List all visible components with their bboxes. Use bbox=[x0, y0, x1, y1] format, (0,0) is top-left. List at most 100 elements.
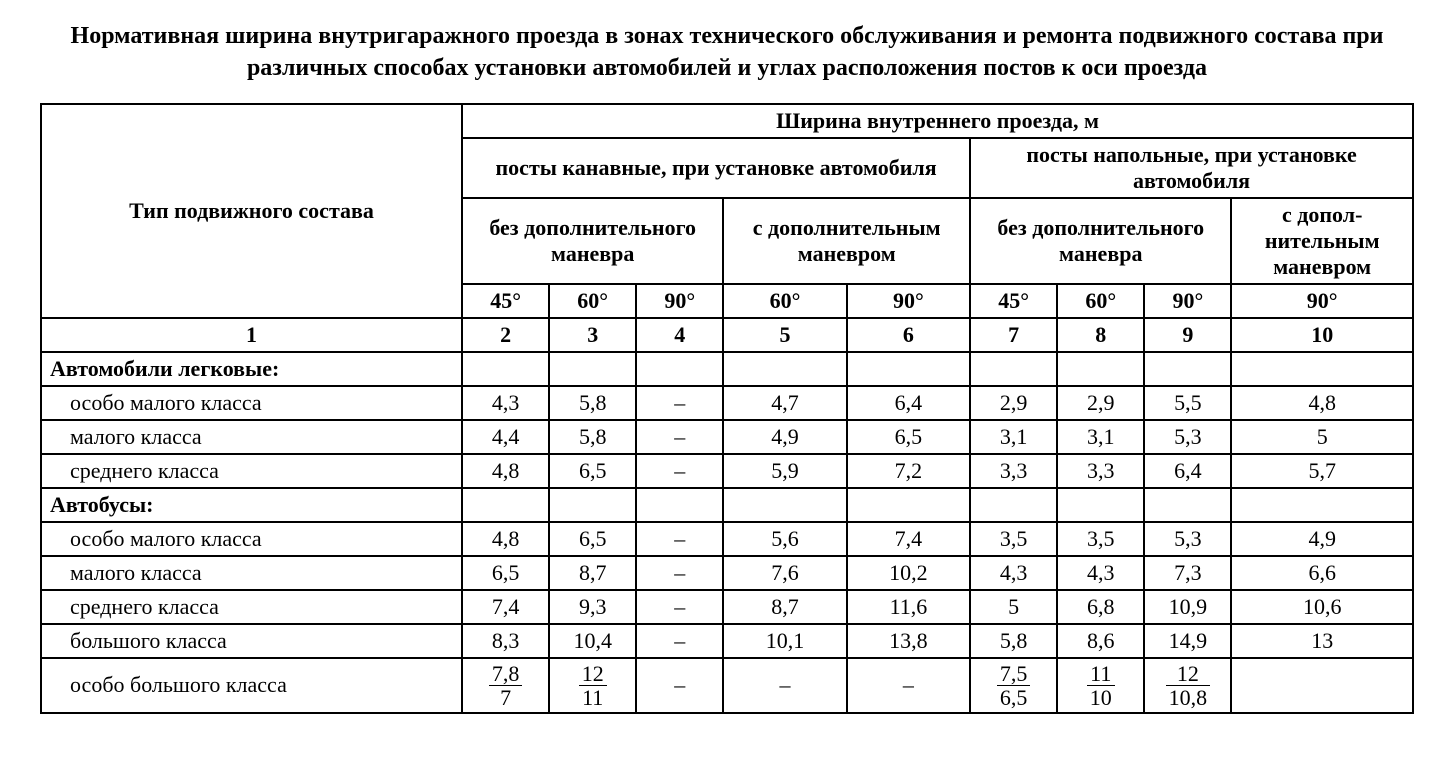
table-cell: 10,1 bbox=[723, 624, 846, 658]
table-cell: 5,9 bbox=[723, 454, 846, 488]
table-cell: 4,9 bbox=[1231, 522, 1413, 556]
table-cell bbox=[1231, 658, 1413, 713]
table-cell: 5,3 bbox=[1144, 420, 1231, 454]
th-a-no-maneuver: без дополнительного маневра bbox=[462, 198, 723, 284]
table-row: Автомобили легковые: bbox=[41, 352, 1413, 386]
table-cell: – bbox=[636, 386, 723, 420]
column-number: 10 bbox=[1231, 318, 1413, 352]
table-cell: 5 bbox=[1231, 420, 1413, 454]
table-cell: 3,3 bbox=[1057, 454, 1144, 488]
table-row: среднего класса7,49,3–8,711,656,810,910,… bbox=[41, 590, 1413, 624]
th-angle: 90° bbox=[1231, 284, 1413, 318]
th-angle: 60° bbox=[723, 284, 846, 318]
table-cell bbox=[847, 488, 970, 522]
table-cell: 3,5 bbox=[970, 522, 1057, 556]
row-category-label: Автобусы: bbox=[41, 488, 462, 522]
table-cell bbox=[970, 352, 1057, 386]
table-cell bbox=[1057, 488, 1144, 522]
table-cell: 8,7 bbox=[549, 556, 636, 590]
table-cell: 4,3 bbox=[1057, 556, 1144, 590]
table-cell: 7,6 bbox=[723, 556, 846, 590]
table-cell: 10,2 bbox=[847, 556, 970, 590]
table-row: среднего класса4,86,5–5,97,23,33,36,45,7 bbox=[41, 454, 1413, 488]
row-label: особо малого класса bbox=[41, 386, 462, 420]
th-b-with-maneuver: с допол­нительным маневром bbox=[1231, 198, 1413, 284]
table-cell: 4,7 bbox=[723, 386, 846, 420]
th-group-a: посты канавные, при установке автомобиля bbox=[462, 138, 970, 198]
table-cell: 7,87 bbox=[462, 658, 549, 713]
table-cell: 2,9 bbox=[970, 386, 1057, 420]
table-cell bbox=[1231, 352, 1413, 386]
table-cell: 6,5 bbox=[549, 454, 636, 488]
table-cell: 6,5 bbox=[462, 556, 549, 590]
table-cell bbox=[847, 352, 970, 386]
column-number: 2 bbox=[462, 318, 549, 352]
row-label: особо большого класса bbox=[41, 658, 462, 713]
th-super: Ширина внутреннего проезда, м bbox=[462, 104, 1413, 138]
th-angle: 90° bbox=[847, 284, 970, 318]
th-angle: 45° bbox=[970, 284, 1057, 318]
table-cell: 5,5 bbox=[1144, 386, 1231, 420]
row-label: малого класса bbox=[41, 420, 462, 454]
table-cell: 4,3 bbox=[970, 556, 1057, 590]
column-number: 8 bbox=[1057, 318, 1144, 352]
table-cell bbox=[970, 488, 1057, 522]
table-cell: – bbox=[636, 556, 723, 590]
th-angle: 45° bbox=[462, 284, 549, 318]
table-cell: 3,1 bbox=[970, 420, 1057, 454]
table-row: малого класса6,58,7–7,610,24,34,37,36,6 bbox=[41, 556, 1413, 590]
column-number: 4 bbox=[636, 318, 723, 352]
table-row: особо малого класса4,86,5–5,67,43,53,55,… bbox=[41, 522, 1413, 556]
row-category-label: Автомобили легковые: bbox=[41, 352, 462, 386]
table-cell: 2,9 bbox=[1057, 386, 1144, 420]
th-angle: 60° bbox=[1057, 284, 1144, 318]
table-row: особо большого класса7,871211–––7,56,511… bbox=[41, 658, 1413, 713]
table-cell: – bbox=[636, 420, 723, 454]
table-cell: 6,5 bbox=[847, 420, 970, 454]
table-cell bbox=[462, 352, 549, 386]
row-label: среднего класса bbox=[41, 590, 462, 624]
table-cell: 13 bbox=[1231, 624, 1413, 658]
table-row: Автобусы: bbox=[41, 488, 1413, 522]
table-cell: 7,56,5 bbox=[970, 658, 1057, 713]
table-cell: 5,3 bbox=[1144, 522, 1231, 556]
table-cell: 5,8 bbox=[970, 624, 1057, 658]
table-cell: 13,8 bbox=[847, 624, 970, 658]
th-b-no-maneuver: без дополнительного маневра bbox=[970, 198, 1231, 284]
row-label: особо малого класса bbox=[41, 522, 462, 556]
table-cell bbox=[549, 352, 636, 386]
column-number: 9 bbox=[1144, 318, 1231, 352]
table-cell: – bbox=[636, 624, 723, 658]
table-cell bbox=[723, 488, 846, 522]
table-cell: 5,7 bbox=[1231, 454, 1413, 488]
table-cell: 10,4 bbox=[549, 624, 636, 658]
table-cell bbox=[462, 488, 549, 522]
table-cell: 10,6 bbox=[1231, 590, 1413, 624]
table-cell: 9,3 bbox=[549, 590, 636, 624]
table-cell bbox=[636, 488, 723, 522]
table-cell: 5,8 bbox=[549, 386, 636, 420]
table-cell: 4,4 bbox=[462, 420, 549, 454]
table-cell: 3,5 bbox=[1057, 522, 1144, 556]
th-angle: 90° bbox=[636, 284, 723, 318]
table-cell bbox=[1144, 488, 1231, 522]
table-cell: 6,5 bbox=[549, 522, 636, 556]
table-body: 12345678910Автомобили легковые:особо мал… bbox=[41, 318, 1413, 713]
table-cell: 5,6 bbox=[723, 522, 846, 556]
table-cell: 6,4 bbox=[847, 386, 970, 420]
table-cell: – bbox=[636, 590, 723, 624]
table-cell: 1210,8 bbox=[1144, 658, 1231, 713]
table-cell bbox=[1144, 352, 1231, 386]
table-row: особо малого класса4,35,8–4,76,42,92,95,… bbox=[41, 386, 1413, 420]
table-cell: – bbox=[636, 454, 723, 488]
table-cell: 4,8 bbox=[1231, 386, 1413, 420]
table-cell: 3,1 bbox=[1057, 420, 1144, 454]
table-cell: 4,8 bbox=[462, 522, 549, 556]
table-cell bbox=[549, 488, 636, 522]
table-cell: – bbox=[636, 658, 723, 713]
th-group-b: посты напольные, при установке автомобил… bbox=[970, 138, 1413, 198]
column-number: 1 bbox=[41, 318, 462, 352]
table-cell: 10,9 bbox=[1144, 590, 1231, 624]
column-number: 5 bbox=[723, 318, 846, 352]
table-cell: 7,4 bbox=[462, 590, 549, 624]
